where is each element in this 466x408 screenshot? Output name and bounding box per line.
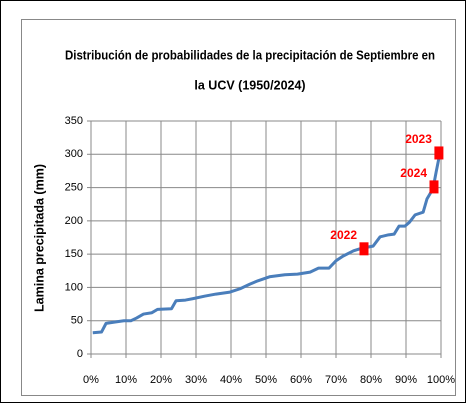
- y-tick-label: 50: [71, 315, 83, 327]
- chart-title: Distribución de probabilidades de la pre…: [65, 48, 435, 62]
- annotation-label: 2023: [405, 132, 432, 146]
- annotation-marker: [429, 180, 439, 194]
- y-axis-label: Lamina precipitada (mm): [32, 164, 46, 312]
- x-tick-label: 30%: [185, 374, 207, 386]
- chart-frame: [21, 19, 456, 396]
- chart-title: la UCV (1950/2024): [194, 78, 305, 92]
- x-tick-label: 70%: [325, 374, 347, 386]
- y-tick-label: 150: [65, 248, 83, 260]
- x-tick-label: 50%: [255, 374, 277, 386]
- x-tick-label: 40%: [220, 374, 242, 386]
- annotation-label: 2024: [400, 166, 427, 180]
- y-tick-label: 300: [65, 148, 83, 160]
- y-tick-label: 0: [77, 348, 83, 360]
- annotation-marker: [359, 242, 369, 256]
- y-tick-label: 350: [65, 115, 83, 127]
- x-tick-label: 100%: [427, 374, 455, 386]
- annotation-label: 2022: [330, 228, 357, 242]
- x-tick-label: 20%: [150, 374, 172, 386]
- y-tick-label: 250: [65, 181, 83, 193]
- data-line: [92, 152, 442, 335]
- x-tick-label: 80%: [360, 374, 382, 386]
- y-tick-label: 200: [65, 215, 83, 227]
- annotation-marker: [434, 146, 444, 160]
- x-tick-label: 0%: [83, 374, 99, 386]
- x-tick-label: 60%: [290, 374, 312, 386]
- x-tick-label: 90%: [395, 374, 417, 386]
- x-tick-label: 10%: [115, 374, 137, 386]
- y-tick-label: 100: [65, 281, 83, 293]
